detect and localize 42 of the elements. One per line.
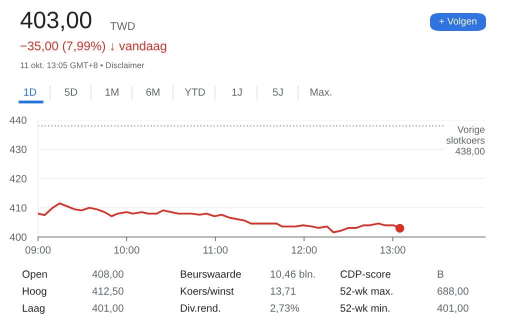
text: 412,50 [92, 287, 124, 296]
x-tick-label: 12:00 [292, 246, 317, 254]
text: Max. [310, 88, 332, 96]
text: 5D [64, 88, 78, 96]
x-tick-label: 11:00 [204, 246, 228, 254]
text: 401,00 [437, 304, 468, 314]
text: 1M [106, 88, 118, 96]
text: 52-wk max. [340, 287, 392, 295]
chart-subtitle: −35,00 (7,99%) ↓ vandaag [20, 41, 166, 53]
ref-line-label: Vorige slotkoers 438,00 [446, 126, 485, 156]
text: Beurswaarde [180, 270, 241, 278]
text: Laag [22, 304, 44, 314]
y-tick-label: 400 [10, 234, 26, 241]
y-tick-label: 410 [10, 204, 26, 212]
x-tick-label: 10:00 [114, 246, 140, 254]
y-tick-label: 440 [10, 116, 26, 124]
text: + Volgen [439, 17, 476, 27]
x-tick-label: 09:00 [25, 246, 51, 254]
y-tick-label: 430 [10, 146, 26, 154]
text: Hoog [22, 288, 46, 297]
text: B [438, 270, 444, 278]
text: Open [22, 270, 47, 280]
text: 408,00 [92, 270, 124, 280]
text: 11 okt. 13:05 GMT+8 • Disclaimer [20, 62, 144, 68]
text: 1D [24, 88, 36, 96]
y-tick-label: 420 [10, 175, 26, 182]
text: 5J [272, 88, 283, 96]
x-tick-label: 13:00 [380, 246, 406, 254]
text: 2,73% [270, 304, 300, 314]
text: Koers/winst [180, 287, 234, 295]
text: YTD [184, 88, 205, 96]
text: CDP-score [340, 270, 390, 278]
text: 10,46 bln. [270, 270, 315, 280]
text: 6M [146, 88, 160, 96]
text: 688,00 [438, 287, 468, 296]
text: 13,71 [270, 287, 296, 296]
text: 401,00 [92, 304, 124, 314]
text: Div.rend. [180, 304, 220, 312]
text: 1J [232, 88, 242, 96]
chart-title: 403,00 [20, 12, 92, 32]
text: TWD [110, 22, 135, 30]
text: 52-wk min. [340, 304, 390, 312]
